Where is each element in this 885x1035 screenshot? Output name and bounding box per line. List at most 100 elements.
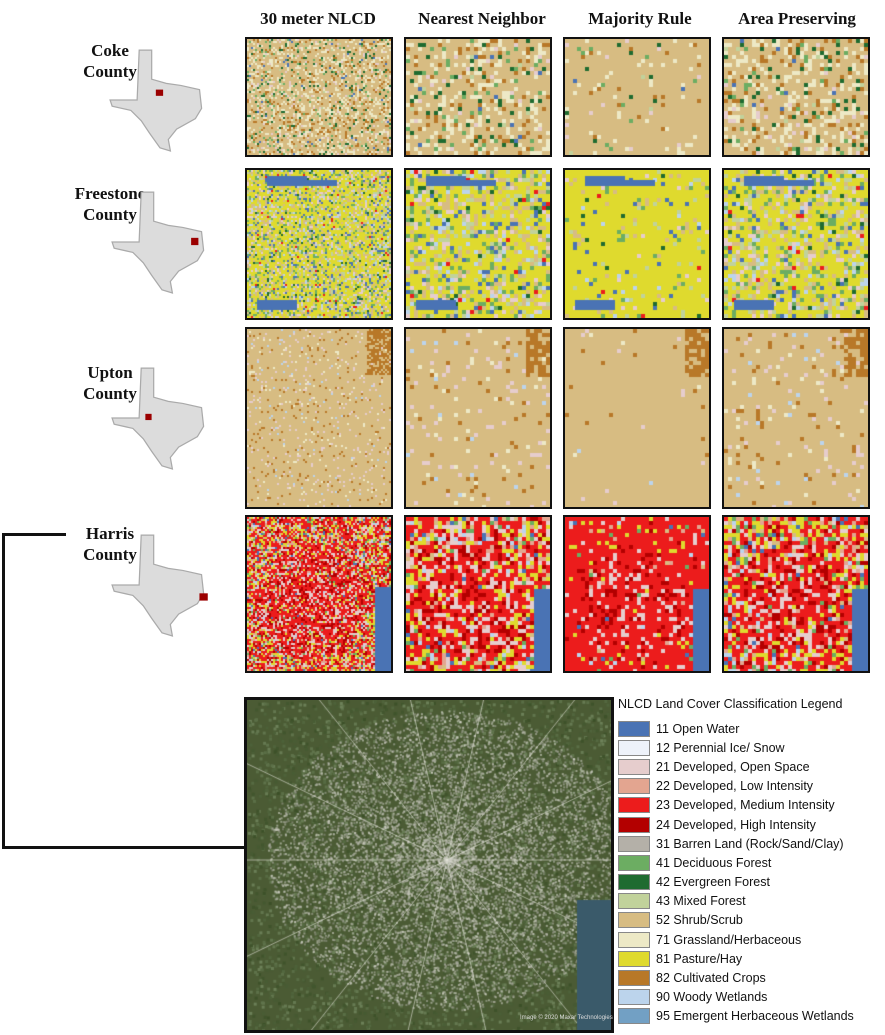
legend-item: 31 Barren Land (Rock/Sand/Clay) — [618, 834, 880, 853]
legend-item: 81 Pasture/Hay — [618, 949, 880, 968]
texas-locator-map-freestone — [111, 191, 205, 294]
legend-swatch — [618, 970, 650, 987]
land-cover-raster — [406, 517, 550, 671]
land-cover-raster — [247, 170, 391, 318]
legend-item: 43 Mixed Forest — [618, 892, 880, 911]
map-tile-upton-30m-nlcd — [245, 327, 393, 509]
legend-swatch — [618, 950, 650, 967]
county-marker — [145, 413, 152, 421]
texas-outline — [111, 367, 205, 470]
satellite-imagery — [247, 700, 611, 1030]
legend-label: 81 Pasture/Hay — [656, 951, 743, 966]
column-header-nearest-neighbor: Nearest Neighbor — [418, 9, 546, 28]
county-name: Harris — [85, 524, 135, 543]
land-cover-raster — [406, 39, 550, 155]
county-name: Upton — [87, 363, 133, 382]
land-cover-raster — [724, 39, 868, 155]
map-tile-upton-nearest-neighbor — [404, 327, 552, 509]
legend-label: 41 Deciduous Forest — [656, 855, 772, 870]
county-suffix: County — [83, 545, 137, 564]
map-tile-upton-area-preserving — [722, 327, 870, 509]
county-name: Coke — [91, 41, 129, 60]
legend-swatch — [618, 816, 650, 833]
map-tile-freestone-nearest-neighbor — [404, 168, 552, 320]
map-tile-coke-nearest-neighbor — [404, 37, 552, 157]
legend-swatch — [618, 912, 650, 929]
map-tile-harris-majority-rule — [563, 515, 711, 673]
legend-item: 95 Emergent Herbaceous Wetlands — [618, 1007, 880, 1026]
legend-label: 21 Developed, Open Space — [656, 759, 810, 774]
map-tile-harris-area-preserving — [722, 515, 870, 673]
legend-swatch — [618, 893, 650, 910]
satellite-credit: Image © 2020 Maxar Technologies — [520, 1015, 613, 1021]
legend-label: 82 Cultivated Crops — [656, 971, 766, 986]
legend-item: 22 Developed, Low Intensity — [618, 777, 880, 796]
land-cover-raster — [406, 170, 550, 318]
legend-item: 21 Developed, Open Space — [618, 757, 880, 776]
county-label-harris: Harris County — [50, 523, 170, 565]
legend-item: 90 Woody Wetlands — [618, 988, 880, 1007]
county-suffix: County — [83, 205, 137, 224]
legend-label: 31 Barren Land (Rock/Sand/Clay) — [656, 836, 844, 851]
county-suffix: County — [83, 62, 137, 81]
county-marker — [155, 89, 164, 96]
legend-label: 71 Grassland/Herbaceous — [656, 932, 802, 947]
legend: NLCD Land Cover Classification Legend 11… — [618, 697, 880, 1026]
county-marker — [191, 237, 199, 246]
county-label-upton: Upton County — [50, 362, 170, 404]
legend-swatch — [618, 989, 650, 1006]
land-cover-raster — [565, 170, 709, 318]
texas-outline — [111, 534, 205, 637]
county-label-coke: Coke County — [50, 40, 170, 82]
legend-item: 11 Open Water — [618, 719, 880, 738]
land-cover-raster — [565, 329, 709, 507]
land-cover-raster — [247, 329, 391, 507]
satellite-image-harris — [244, 697, 614, 1033]
legend-item: 24 Developed, High Intensity — [618, 815, 880, 834]
land-cover-raster — [724, 170, 868, 318]
column-header-30m-nlcd: 30 meter NLCD — [260, 9, 376, 28]
legend-label: 11 Open Water — [656, 721, 740, 736]
map-tile-coke-area-preserving — [722, 37, 870, 157]
texas-locator-map-coke — [109, 49, 203, 152]
map-tile-freestone-majority-rule — [563, 168, 711, 320]
legend-label: 23 Developed, Medium Intensity — [656, 798, 835, 813]
legend-label: 24 Developed, High Intensity — [656, 817, 816, 832]
legend-swatch — [618, 797, 650, 814]
texas-outline — [109, 49, 203, 152]
legend-item: 23 Developed, Medium Intensity — [618, 796, 880, 815]
map-tile-harris-30m-nlcd — [245, 515, 393, 673]
legend-swatch — [618, 778, 650, 795]
legend-swatch — [618, 739, 650, 756]
legend-item: 52 Shrub/Scrub — [618, 911, 880, 930]
legend-item: 71 Grassland/Herbaceous — [618, 930, 880, 949]
legend-label: 22 Developed, Low Intensity — [656, 779, 814, 794]
land-cover-raster — [565, 39, 709, 155]
legend-swatch — [618, 931, 650, 948]
connector-line-horizontal-top — [2, 533, 66, 536]
legend-title: NLCD Land Cover Classification Legend — [618, 697, 843, 711]
map-tile-freestone-30m-nlcd — [245, 168, 393, 320]
land-cover-raster — [247, 517, 391, 671]
map-tile-harris-nearest-neighbor — [404, 515, 552, 673]
land-cover-raster — [247, 39, 391, 155]
land-cover-raster — [724, 517, 868, 671]
legend-label: 43 Mixed Forest — [656, 894, 746, 909]
column-header-area-preserving: Area Preserving — [738, 9, 856, 28]
texas-outline — [111, 191, 205, 294]
legend-label: 95 Emergent Herbaceous Wetlands — [656, 1009, 854, 1024]
land-cover-raster — [406, 329, 550, 507]
connector-line-horizontal-bottom — [2, 846, 246, 849]
connector-line-vertical — [2, 533, 5, 849]
county-name: Freestone — [74, 184, 146, 203]
texas-locator-map-upton — [111, 367, 205, 470]
county-marker — [199, 593, 208, 601]
legend-swatch — [618, 854, 650, 871]
legend-item: 82 Cultivated Crops — [618, 968, 880, 987]
legend-item: 12 Perennial Ice/ Snow — [618, 738, 880, 757]
map-tile-coke-30m-nlcd — [245, 37, 393, 157]
map-tile-upton-majority-rule — [563, 327, 711, 509]
land-cover-raster — [724, 329, 868, 507]
column-header-majority-rule: Majority Rule — [588, 9, 692, 28]
legend-swatch — [618, 720, 650, 737]
